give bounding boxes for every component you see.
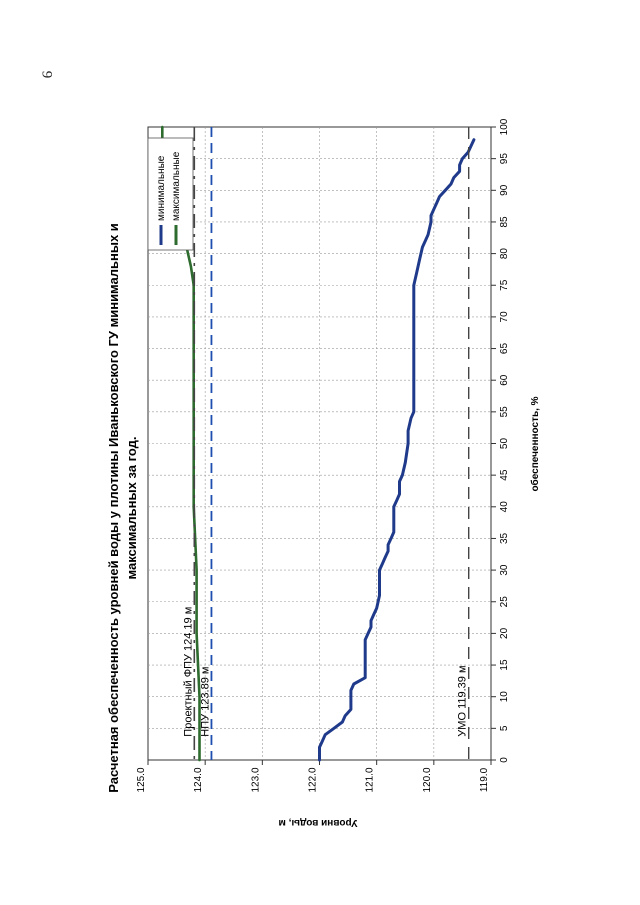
x-tick-label-8: 40 xyxy=(499,501,510,513)
ref-label-0: НПУ 123.89 м xyxy=(199,667,211,737)
series-line-0 xyxy=(318,138,476,762)
y-axis-title: Уровни воды, м xyxy=(278,817,357,828)
reference-lines: НПУ 123.89 м Проектный ФПУ 124.19 м УМО 11… xyxy=(182,127,470,760)
chart-title-line1: Расчетная обеспеченность уровней воды у … xyxy=(106,223,121,793)
ref-label-1: Проектный ФПУ 124.19 м xyxy=(182,607,194,737)
y-tick-label-2: 121.0 xyxy=(365,767,376,792)
x-axis-title: обеспеченность, % xyxy=(529,396,541,491)
x-tick-label-6: 30 xyxy=(499,564,510,576)
x-tick-label-7: 35 xyxy=(499,532,510,544)
x-tick-label-16: 80 xyxy=(499,248,510,260)
x-tick-label-5: 25 xyxy=(499,596,510,608)
chart-title-line2: максимальных за год. xyxy=(124,437,139,580)
x-tick-label-17: 85 xyxy=(499,216,510,228)
x-tick-label-12: 60 xyxy=(499,374,510,386)
x-tick-label-18: 90 xyxy=(499,184,510,196)
x-tick-label-0: 0 xyxy=(499,757,510,763)
x-tick-label-2: 10 xyxy=(499,691,510,703)
x-tick-label-15: 75 xyxy=(499,279,510,291)
x-tick-label-9: 45 xyxy=(499,469,510,481)
x-tick-label-13: 65 xyxy=(499,343,510,355)
legend-box xyxy=(147,137,194,251)
y-tick-label-0: 119.0 xyxy=(479,767,490,792)
x-tick-label-3: 15 xyxy=(499,659,510,671)
x-tick-label-4: 20 xyxy=(499,627,510,639)
x-tick-label-20: 100 xyxy=(499,118,510,135)
legend-label-max: максимальные xyxy=(171,151,182,221)
legend: минимальные максимальные xyxy=(147,137,194,251)
x-tick-label-14: 70 xyxy=(499,311,510,323)
plot-area xyxy=(147,126,496,765)
x-tick-label-19: 95 xyxy=(499,153,510,165)
y-tick-label-6: 125.0 xyxy=(136,767,147,792)
x-tick-label-10: 50 xyxy=(499,438,510,450)
y-tick-label-5: 124.0 xyxy=(193,767,204,792)
x-tick-label-1: 5 xyxy=(499,725,510,731)
x-tick-label-11: 55 xyxy=(499,406,510,418)
y-tick-label-3: 122.0 xyxy=(308,767,319,792)
ref-label-2: УМО 119.39 м xyxy=(457,665,469,736)
y-tick-label-1: 120.0 xyxy=(422,767,433,792)
y-tick-label-4: 123.0 xyxy=(250,767,261,792)
tick-labels: 0 5 10 15 20 25 30 35 40 45 50 55 60 65 70 75 80 85 90 95 10… xyxy=(136,118,510,792)
legend-label-min: минимальные xyxy=(156,155,167,221)
